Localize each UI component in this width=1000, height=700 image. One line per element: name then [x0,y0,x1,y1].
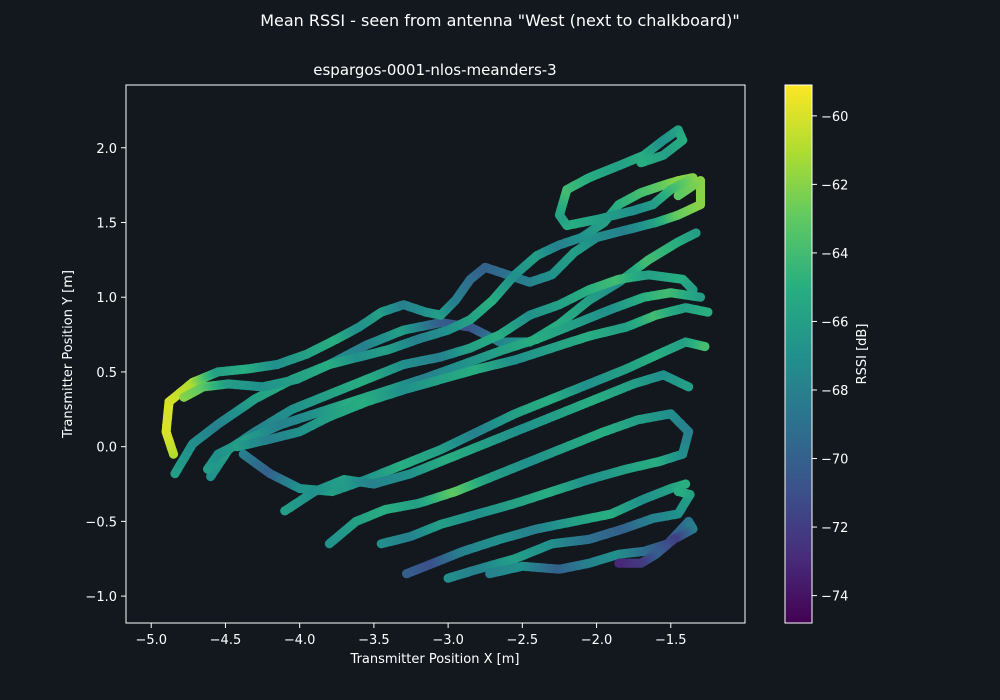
x-tick-label: −2.5 [507,633,539,648]
x-tick-label: −1.5 [655,633,687,648]
x-tick-label: −3.0 [432,633,464,648]
plot-area [125,84,746,624]
y-tick-label: −1.0 [85,590,117,605]
colorbar-label: RSSI [dB] [855,324,870,385]
colorbar-tick-label: −66 [821,315,848,330]
scatter-point [614,558,624,568]
colorbar-ticks: −60 −62 −64 −66 −68 −70 −72 −74 [812,110,848,605]
y-axis: −1.0 −0.5 0.0 0.5 1.0 1.5 2.0 [85,142,126,605]
y-tick-label: 2.0 [96,142,117,157]
x-tick-label: −3.5 [358,633,390,648]
scatter-point [700,341,710,352]
scatter-point [636,158,646,168]
y-tick-label: −0.5 [85,515,117,530]
x-tick-label: −5.0 [135,633,167,648]
colorbar-frame [784,84,813,624]
y-axis-label: Transmitter Position Y [m] [61,270,76,439]
colorbar-tick-label: −60 [821,110,848,125]
x-axis: −5.0 −4.5 −4.0 −3.5 −3.0 −2.5 −2.0 −1.5 [135,623,687,648]
colorbar-tick-label: −70 [821,453,848,468]
colorbar-tick-label: −68 [821,384,848,399]
colorbar-gradient [785,85,812,623]
x-tick-label: −4.5 [210,633,242,648]
scatter-point [695,292,706,302]
y-tick-label: 1.5 [96,216,117,231]
scatter-point [673,190,683,201]
figure-suptitle: Mean RSSI - seen from antenna "West (nex… [260,11,740,30]
colorbar: −60 −62 −64 −66 −68 −70 −72 −74 RSSI [dB] [784,84,870,624]
scatter-point [703,307,713,317]
x-tick-label: −2.0 [581,633,613,648]
scatter-point [683,382,694,392]
colorbar-tick-label: −72 [821,521,848,536]
scatter-point [691,228,701,238]
colorbar-tick-label: −74 [821,590,848,605]
y-tick-label: 0.0 [96,441,117,456]
y-tick-label: 1.0 [96,291,117,306]
colorbar-tick-label: −62 [821,178,848,193]
scatter-point [683,427,694,437]
y-tick-label: 0.5 [96,366,117,381]
x-axis-label: Transmitter Position X [m] [350,652,520,667]
scatter-point [681,479,691,489]
colorbar-tick-label: −64 [821,247,848,262]
scatter-points [161,125,713,583]
plot-frame [125,84,746,624]
x-tick-label: −4.0 [284,633,316,648]
scatter-point [673,486,683,497]
chart-title: espargos-0001-nlos-meanders-3 [313,61,556,79]
